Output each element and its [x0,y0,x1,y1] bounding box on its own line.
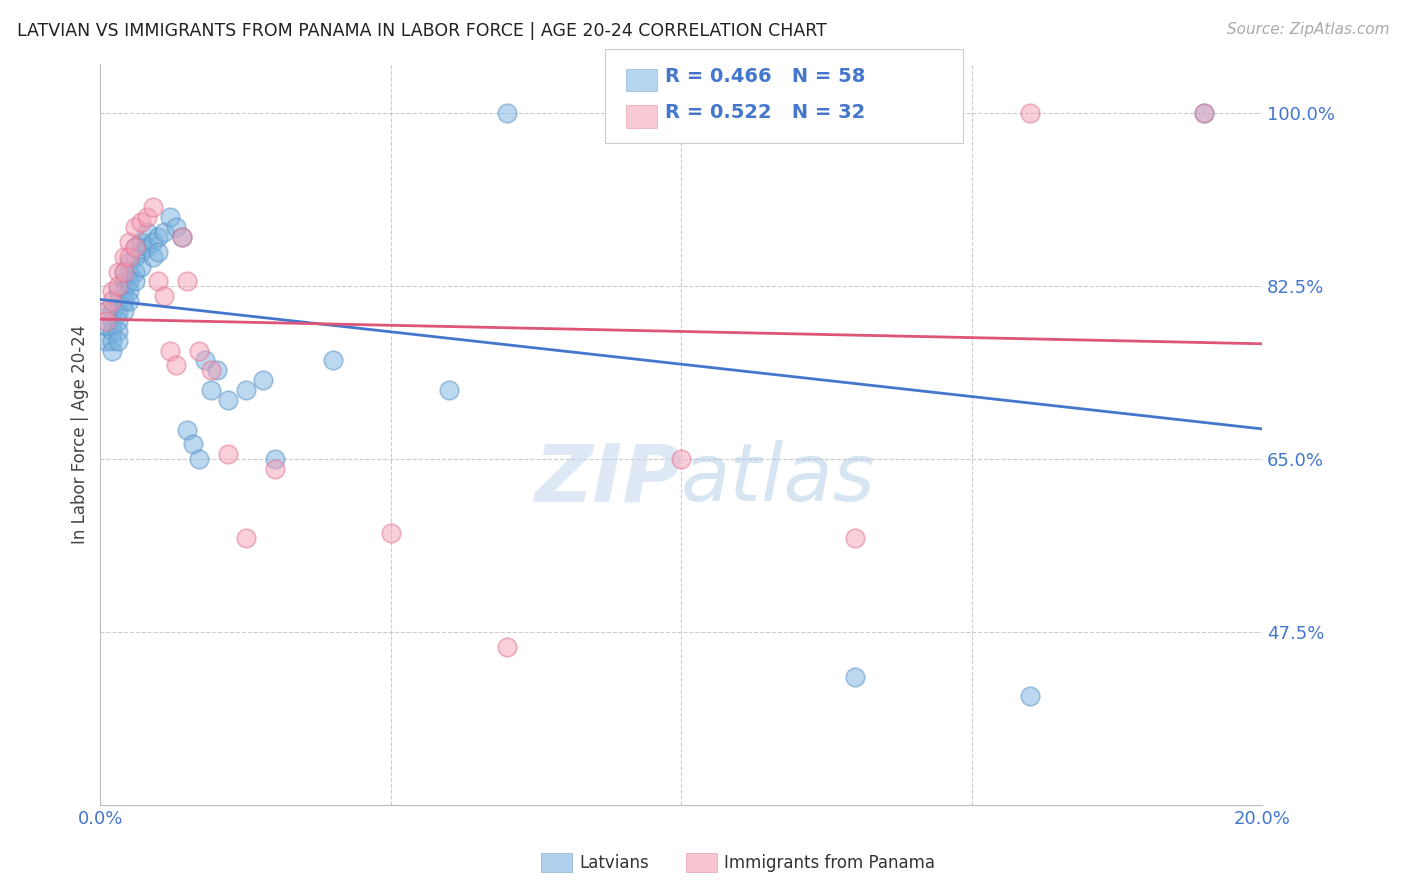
Point [322,353,344,368]
Point [107,324,129,338]
Point [1192,106,1215,120]
Point [217,392,239,407]
Point [124,264,146,278]
Point [170,230,193,244]
Point [101,294,124,309]
Point [437,383,460,397]
Point [101,343,124,358]
Point [135,225,157,239]
Point [112,250,135,264]
Point [153,289,176,303]
Point [188,343,211,358]
Point [129,235,152,249]
Point [129,215,152,229]
Point [496,640,519,654]
Text: ZIP: ZIP [534,440,681,518]
Point [252,373,274,387]
Text: Latvians: Latvians [579,854,650,871]
Point [129,244,152,259]
Point [124,220,146,235]
Point [263,452,285,467]
Point [118,235,141,249]
Point [101,324,124,338]
Point [1192,106,1215,120]
Point [170,230,193,244]
Point [101,285,124,299]
Text: R = 0.522   N = 32: R = 0.522 N = 32 [665,103,865,122]
Point [96,318,118,333]
Point [1018,690,1040,704]
Point [112,304,135,318]
Point [205,363,228,377]
Point [124,240,146,254]
Point [101,334,124,348]
Point [96,304,118,318]
Point [118,285,141,299]
Point [124,240,146,254]
Point [107,314,129,328]
Point [153,225,176,239]
Point [124,274,146,288]
Point [107,294,129,309]
Point [844,670,866,684]
Point [107,285,129,299]
Point [844,531,866,545]
Point [176,423,198,437]
Point [118,264,141,278]
Point [142,200,165,214]
Point [380,526,402,541]
Point [217,447,239,461]
Point [118,294,141,309]
Text: Immigrants from Panama: Immigrants from Panama [724,854,935,871]
Point [112,274,135,288]
Point [129,260,152,274]
Point [118,250,141,264]
Point [107,264,129,278]
Point [496,106,519,120]
Point [112,264,135,278]
Point [96,334,118,348]
Point [142,235,165,249]
Point [194,353,217,368]
Point [181,437,204,451]
Point [669,452,692,467]
Point [107,279,129,293]
Point [118,274,141,288]
Point [235,531,257,545]
Point [200,363,222,377]
Point [101,304,124,318]
Point [669,106,692,120]
Point [107,334,129,348]
Point [1018,106,1040,120]
Text: LATVIAN VS IMMIGRANTS FROM PANAMA IN LABOR FORCE | AGE 20-24 CORRELATION CHART: LATVIAN VS IMMIGRANTS FROM PANAMA IN LAB… [17,22,827,40]
Point [96,304,118,318]
Point [112,264,135,278]
Point [200,383,222,397]
Point [148,244,170,259]
Point [112,285,135,299]
Point [159,343,181,358]
Point [142,250,165,264]
Text: Source: ZipAtlas.com: Source: ZipAtlas.com [1226,22,1389,37]
Point [148,230,170,244]
Point [148,274,170,288]
Point [159,211,181,225]
Point [165,220,187,235]
Point [118,254,141,268]
Point [96,314,118,328]
Point [107,304,129,318]
Text: atlas: atlas [681,440,876,518]
Point [188,452,211,467]
Point [135,240,157,254]
Point [263,462,285,476]
Point [135,211,157,225]
Point [124,250,146,264]
Y-axis label: In Labor Force | Age 20-24: In Labor Force | Age 20-24 [72,325,89,544]
Point [101,314,124,328]
Point [176,274,198,288]
Point [235,383,257,397]
Point [112,294,135,309]
Text: R = 0.466   N = 58: R = 0.466 N = 58 [665,67,866,86]
Point [165,359,187,373]
